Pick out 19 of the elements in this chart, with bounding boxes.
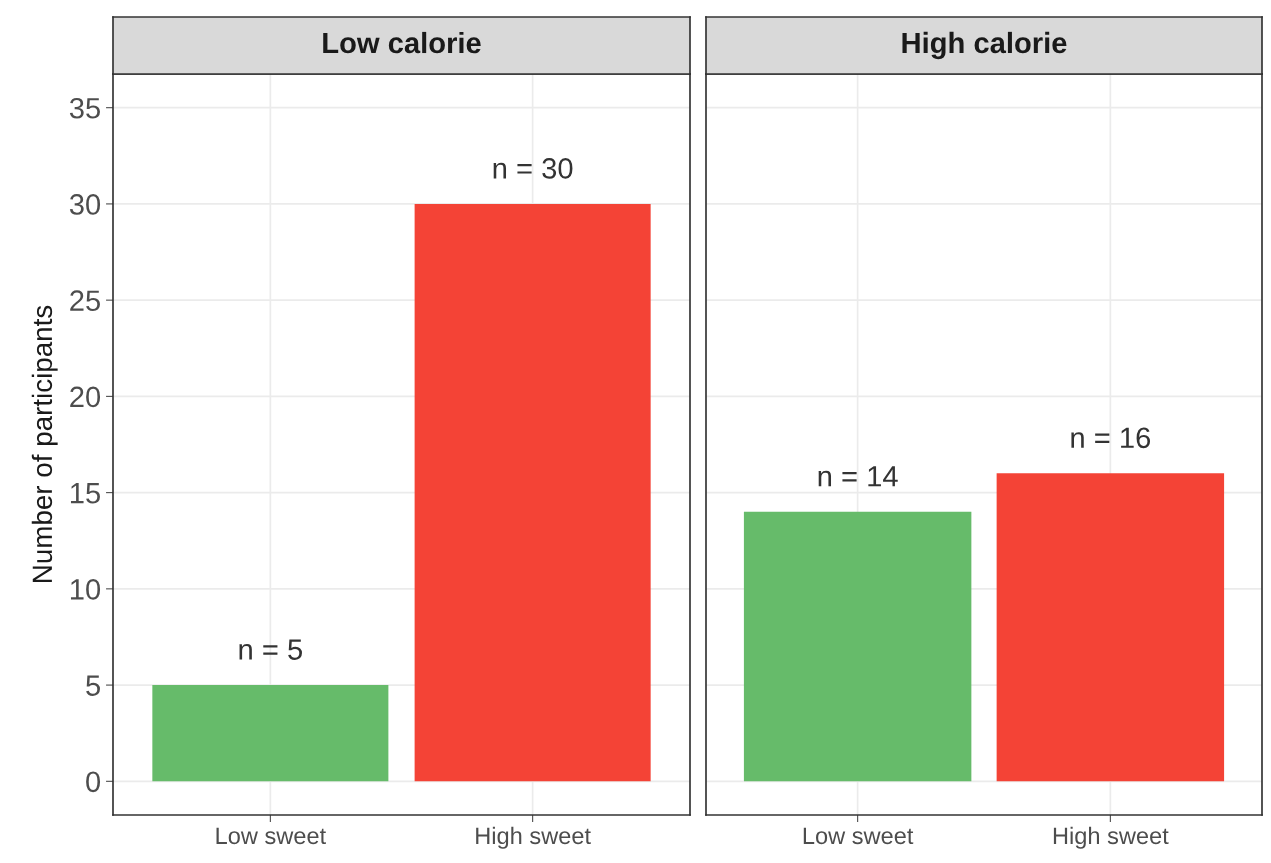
chart-title: Low calorie — [323, 31, 481, 54]
x-tick-label: High sweet — [1053, 826, 1169, 849]
y-tick-label: 35 — [69, 97, 100, 119]
y-tick-label: 30 — [69, 194, 101, 215]
y-tick-label: 5 — [86, 675, 100, 696]
data-label: n = 16 — [1071, 427, 1151, 449]
data-label: n = 5 — [239, 639, 302, 660]
y-tick-label: 20 — [70, 386, 101, 408]
chart-title: High calorie — [902, 31, 1067, 60]
y-tick-label: 10 — [70, 579, 101, 600]
x-tick-label: Low sweet — [803, 827, 914, 845]
y-tick-label: 25 — [70, 290, 100, 311]
y-tick-label: 15 — [70, 483, 100, 504]
x-tick-label: Low sweet — [216, 827, 326, 845]
x-tick-label: High sweet — [476, 826, 591, 849]
y-axis-title: Number of participants — [31, 305, 58, 582]
data-label: n = 14 — [818, 466, 898, 487]
y-tick-label: 0 — [86, 771, 101, 793]
data-label: n = 30 — [493, 158, 573, 179]
